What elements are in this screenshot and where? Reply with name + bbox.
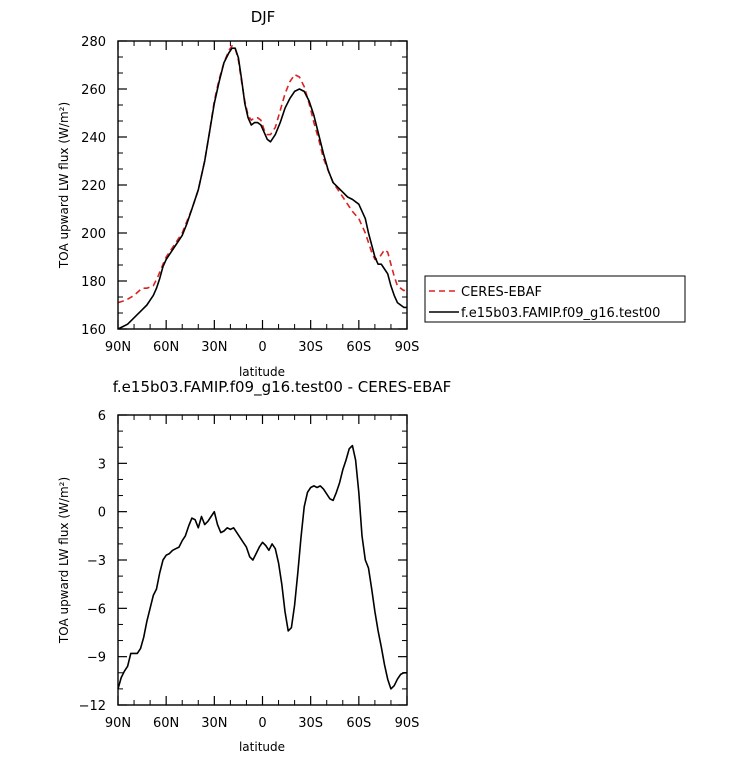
ytick-label: 6 bbox=[98, 409, 106, 424]
ytick-label: −3 bbox=[87, 554, 106, 569]
chart-top-series-line-1 bbox=[117, 47, 407, 330]
chart-top-legend: CERES-EBAF f.e15b03.FAMIP.f09_g16.test00 bbox=[424, 275, 686, 323]
chart-bottom-ylabel: TOA upward LW flux (W/m²) bbox=[57, 477, 71, 644]
chart-bottom-frame bbox=[117, 414, 408, 706]
legend-label-model: f.e15b03.FAMIP.f09_g16.test00 bbox=[461, 306, 660, 321]
xtick-label: 90S bbox=[395, 716, 420, 731]
xtick-label: 0 bbox=[258, 716, 266, 731]
xtick-label: 30S bbox=[298, 340, 323, 355]
chart-bottom-series-line-0 bbox=[117, 444, 407, 690]
legend-box bbox=[424, 275, 686, 323]
xtick-label: 90N bbox=[105, 340, 131, 355]
ytick-label: 3 bbox=[98, 457, 106, 472]
chart-top-frame bbox=[117, 40, 408, 330]
xtick-label: 30N bbox=[201, 340, 227, 355]
ytick-label: 0 bbox=[98, 506, 106, 521]
chart-bottom-title: f.e15b03.FAMIP.f09_g16.test00 - CERES-EB… bbox=[113, 378, 452, 397]
xtick-label: 60N bbox=[153, 716, 179, 731]
xtick-label: 60S bbox=[346, 340, 371, 355]
xtick-label: 0 bbox=[258, 340, 266, 355]
chart-top-title: DJF bbox=[251, 8, 276, 26]
xtick-label: 90N bbox=[105, 716, 131, 731]
ytick-label: 160 bbox=[81, 323, 106, 338]
xtick-label: 30N bbox=[201, 716, 227, 731]
chart-top-series-line-0 bbox=[117, 44, 408, 304]
ytick-label: −9 bbox=[87, 651, 106, 666]
ytick-label: 260 bbox=[81, 83, 106, 98]
ytick-label: −6 bbox=[87, 602, 106, 617]
chart-top: DJF 90N 60N 30N 0 30S 60S 90S 160 180 200 220 240 26… bbox=[57, 8, 686, 379]
ytick-label: 280 bbox=[81, 35, 106, 50]
legend-label-ceres: CERES-EBAF bbox=[461, 285, 542, 300]
chart-bottom-xlabel: latitude bbox=[239, 740, 285, 754]
xtick-label: 60S bbox=[346, 716, 371, 731]
xtick-label: 30S bbox=[298, 716, 323, 731]
chart-top-xlabel: latitude bbox=[239, 365, 285, 379]
ytick-label: 200 bbox=[81, 227, 106, 242]
ytick-label: 180 bbox=[81, 275, 106, 290]
ytick-label: 220 bbox=[81, 179, 106, 194]
ytick-label: −12 bbox=[79, 699, 106, 714]
chart-top-ylabel: TOA upward LW flux (W/m²) bbox=[57, 102, 71, 269]
ytick-label: 240 bbox=[81, 131, 106, 146]
chart-bottom: f.e15b03.FAMIP.f09_g16.test00 - CERES-EB… bbox=[57, 378, 451, 754]
xtick-label: 60N bbox=[153, 340, 179, 355]
xtick-label: 90S bbox=[395, 340, 420, 355]
